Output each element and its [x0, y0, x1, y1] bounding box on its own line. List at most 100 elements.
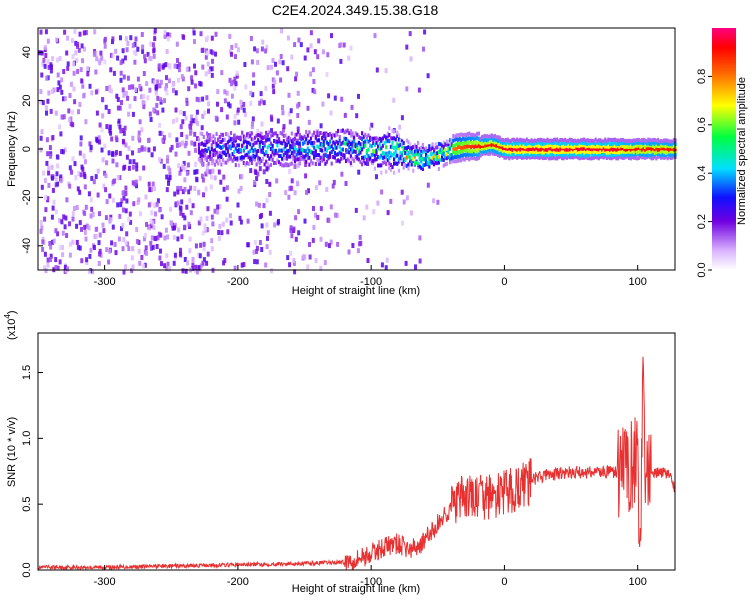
- spectrogram-ridge-cell: [612, 142, 615, 147]
- spectrogram-ridge-cell: [624, 153, 628, 158]
- spectrogram-cell: [116, 105, 120, 111]
- spectrogram-ridge-cell: [493, 152, 496, 156]
- spectrogram-ridge-cell: [409, 146, 412, 151]
- spectrogram-ridge-cell: [242, 155, 245, 160]
- spectrogram-cell: [156, 235, 160, 241]
- spectrogram-ridge-cell: [583, 141, 586, 146]
- spectrogram-ridge-cell: [546, 152, 549, 157]
- spectrogram-cell: [133, 96, 137, 102]
- spectrogram-cell: [325, 186, 329, 192]
- spectrogram-ridge-cell: [552, 149, 556, 154]
- spectrogram-cell: [46, 151, 50, 157]
- spectrogram-ridge-cell: [309, 158, 313, 163]
- spectrogram-ridge-cell: [580, 150, 583, 155]
- spectrogram-ridge-cell: [664, 140, 668, 145]
- spectrogram-ridge-cell: [605, 153, 608, 158]
- spectrogram-cell: [222, 186, 226, 192]
- spectrogram-y-tick-label: 0: [21, 146, 33, 152]
- spectrogram-cell: [233, 114, 237, 120]
- spectrogram-cell: [142, 165, 146, 171]
- spectrogram-ridge-cell: [455, 142, 458, 147]
- spectrogram-cell: [103, 59, 107, 65]
- spectrogram-ridge-cell: [205, 131, 209, 136]
- spectrogram-cell: [129, 219, 133, 225]
- spectrogram-cell: [189, 210, 193, 216]
- snr-y-tick-label: 1.5: [21, 365, 33, 380]
- spectrogram-cell: [111, 224, 115, 230]
- spectrogram-cell: [65, 50, 69, 56]
- spectrogram-cell: [144, 245, 148, 251]
- spectrogram-ridge-cell: [261, 150, 265, 155]
- spectrogram-cell: [130, 255, 134, 261]
- spectrogram-ridge-cell: [271, 143, 274, 148]
- spectrogram-ridge-cell: [239, 155, 242, 160]
- spectrogram-cell: [46, 58, 50, 64]
- spectrogram-cell: [161, 137, 165, 143]
- spectrogram-cell: [164, 86, 168, 92]
- spectrogram-ridge-cell: [634, 155, 637, 160]
- spectrogram-ridge-cell: [357, 157, 360, 162]
- spectrogram-x-tick-label: -300: [94, 276, 116, 288]
- spectrogram-ridge-cell: [292, 137, 295, 142]
- spectrogram-ridge-cell: [199, 159, 202, 164]
- spectrogram-ridge-cell: [281, 156, 284, 161]
- spectrogram-ridge-cell: [396, 142, 399, 147]
- spectrogram-cell: [204, 54, 208, 60]
- spectrogram-cell: [70, 38, 74, 43]
- spectrogram-cell: [84, 30, 88, 36]
- spectrogram-ridge-cell: [290, 161, 293, 166]
- spectrogram-ridge-cell: [285, 142, 289, 147]
- spectrogram-cell: [142, 263, 146, 269]
- spectrogram-cell: [159, 248, 162, 254]
- spectrogram-ridge-cell: [473, 144, 476, 149]
- spectrogram-ridge-cell: [653, 150, 656, 155]
- spectrogram-ridge-cell: [556, 150, 559, 154]
- spectrogram-cell: [275, 70, 279, 76]
- spectrogram-ridge-cell: [281, 148, 284, 153]
- spectrogram-ridge-cell: [637, 146, 640, 150]
- spectrogram-ridge-cell: [279, 154, 282, 158]
- spectrogram-cell: [127, 145, 131, 151]
- spectrogram-cell: [179, 109, 183, 115]
- spectrogram-ridge-cell: [661, 155, 664, 160]
- spectrogram-ridge-cell: [565, 155, 568, 160]
- spectrogram-cell: [163, 33, 167, 39]
- spectrogram-ridge-cell: [570, 152, 573, 157]
- spectrogram-cell: [158, 83, 162, 89]
- spectrogram-ridge-cell: [244, 162, 247, 167]
- spectrogram-ridge-cell: [276, 133, 279, 138]
- spectrogram-ridge-cell: [560, 156, 564, 161]
- spectrogram-ridge-cell: [514, 142, 517, 147]
- spectrogram-cell: [137, 248, 141, 254]
- spectrogram-ridge-cell: [479, 144, 482, 149]
- spectrogram-cell: [223, 89, 227, 95]
- spectrogram-ridge-cell: [552, 144, 556, 149]
- spectrogram-cell: [39, 135, 43, 141]
- spectrogram-ridge-cell: [209, 133, 212, 137]
- spectrogram-ridge-cell: [367, 154, 370, 159]
- spectrogram-cell: [104, 173, 108, 179]
- spectrogram-ridge-cell: [517, 141, 520, 146]
- spectrogram-ridge-cell: [642, 141, 645, 146]
- spectrogram-ridge-cell: [463, 137, 466, 142]
- spectrogram-ridge-cell: [357, 149, 360, 154]
- spectrogram-ridge-cell: [664, 138, 668, 143]
- spectrogram-cell: [140, 255, 144, 260]
- spectrogram-ridge-cell: [469, 145, 472, 150]
- spectrogram-ridge-cell: [247, 134, 250, 139]
- spectrogram-ridge-cell: [474, 144, 477, 149]
- spectrogram-cell: [43, 251, 47, 257]
- spectrogram-cell: [121, 190, 125, 196]
- spectrogram-ridge-cell: [477, 136, 480, 141]
- spectrogram-cell: [121, 58, 125, 64]
- spectrogram-cell: [268, 210, 272, 216]
- spectrogram-ridge-cell: [640, 138, 644, 143]
- spectrogram-ridge-cell: [605, 139, 608, 144]
- spectrogram-ridge-cell: [490, 143, 493, 148]
- spectrogram-cell: [225, 114, 229, 120]
- spectrogram-ridge-cell: [341, 153, 344, 158]
- spectrogram-ridge-cell: [490, 150, 493, 155]
- spectrogram-cell: [185, 66, 189, 72]
- spectrogram-ridge-cell: [602, 152, 605, 157]
- spectrogram-cell: [389, 198, 393, 204]
